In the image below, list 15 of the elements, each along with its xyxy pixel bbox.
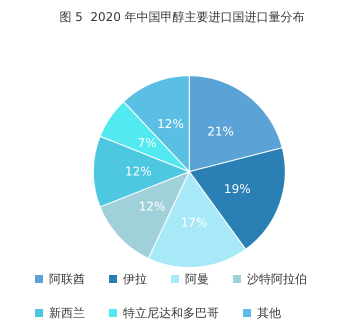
legend-label: 其他 [257,306,281,320]
legend-label: 伊拉 [123,272,147,286]
chart-title: 图 5 2020 年中国甲醇主要进口国进口量分布 [59,10,305,24]
legend-label: 阿联酋 [49,272,85,286]
legend-label: 沙特阿拉伯 [247,272,307,286]
data-label: 12% [124,164,152,179]
legend-label: 新西兰 [49,306,85,320]
data-label: 7% [138,136,157,150]
data-label: 12% [157,117,184,132]
data-label: 17% [180,215,208,230]
data-label: 19% [224,182,251,196]
data-label: 21% [207,124,234,138]
legend-label: 特立尼达和多巴哥 [123,306,219,320]
legend-label: 阿曼 [185,272,209,286]
data-label: 12% [138,200,166,214]
